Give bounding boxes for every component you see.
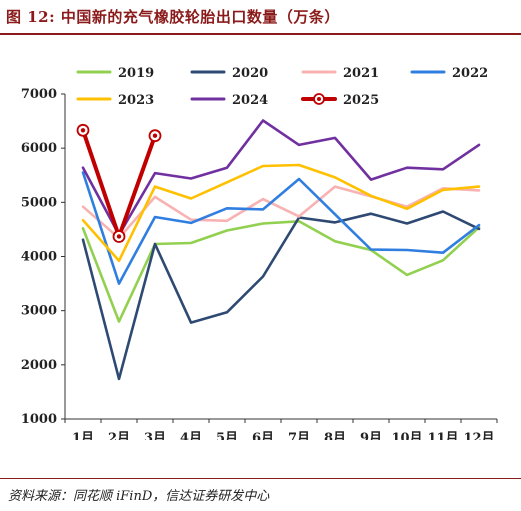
series-line-2020 xyxy=(81,210,481,381)
series-line-2022 xyxy=(81,171,481,285)
legend-label-2025: 2025 xyxy=(343,93,379,108)
x-tick-label: 5月 xyxy=(216,431,238,440)
x-tick-label: 1月 xyxy=(72,431,94,440)
x-tick-label: 12月 xyxy=(463,431,494,440)
series-line-2023 xyxy=(81,163,481,263)
legend-label-2019: 2019 xyxy=(118,66,154,81)
y-tick-label: 7000 xyxy=(21,87,57,102)
data-point-dot-2025 xyxy=(152,133,158,138)
source-divider xyxy=(0,478,521,479)
source-note: 资料来源：同花顺 iFinD，信达证券研发中心 xyxy=(8,489,270,504)
x-tick-label: 9月 xyxy=(360,431,382,440)
x-tick-label: 11月 xyxy=(427,431,458,440)
legend-label-2023: 2023 xyxy=(118,93,154,108)
y-tick-label: 1000 xyxy=(21,412,57,427)
x-tick-label: 6月 xyxy=(252,431,274,440)
legend-label-2022: 2022 xyxy=(452,66,488,81)
legend-label-2024: 2024 xyxy=(232,93,268,108)
title-divider xyxy=(0,33,521,35)
series-line-2025 xyxy=(81,128,157,239)
legend-label-2020: 2020 xyxy=(232,66,268,81)
x-tick-label: 4月 xyxy=(180,431,202,440)
series-line-2021 xyxy=(81,185,481,240)
x-tick-label: 2月 xyxy=(108,431,130,440)
y-tick-label: 6000 xyxy=(21,141,57,156)
x-tick-label: 8月 xyxy=(324,431,346,440)
y-tick-label: 4000 xyxy=(21,250,57,265)
data-point-dot-2025 xyxy=(116,234,122,239)
chart-legend: 2019 2020 2021 2022 2023 2024 2025 xyxy=(76,66,488,108)
chart-axes: 1000 2000 3000 4000 5000 6000 7000 1月 2月 3月 4月 5月 6月… xyxy=(21,87,498,440)
y-tick-label: 3000 xyxy=(21,304,57,319)
y-tick-label: 2000 xyxy=(21,358,57,373)
x-tick-label: 10月 xyxy=(391,431,422,440)
line-chart: 1000 2000 3000 4000 5000 6000 7000 1月 2月 3月 4月 5月 6月… xyxy=(21,66,498,440)
y-tick-label: 5000 xyxy=(21,195,57,210)
x-tick-label: 7月 xyxy=(288,431,310,440)
chart-title: 图 12: 中国新的充气橡胶轮胎出口数量（万条） xyxy=(6,8,340,26)
legend-label-2021: 2021 xyxy=(343,66,379,81)
legend-marker-dot-2025 xyxy=(317,97,321,101)
series-line-2024 xyxy=(81,119,481,237)
series-line-2019 xyxy=(81,220,481,323)
x-tick-label: 3月 xyxy=(144,431,166,440)
data-point-dot-2025 xyxy=(80,128,86,133)
chart-series xyxy=(76,119,481,381)
